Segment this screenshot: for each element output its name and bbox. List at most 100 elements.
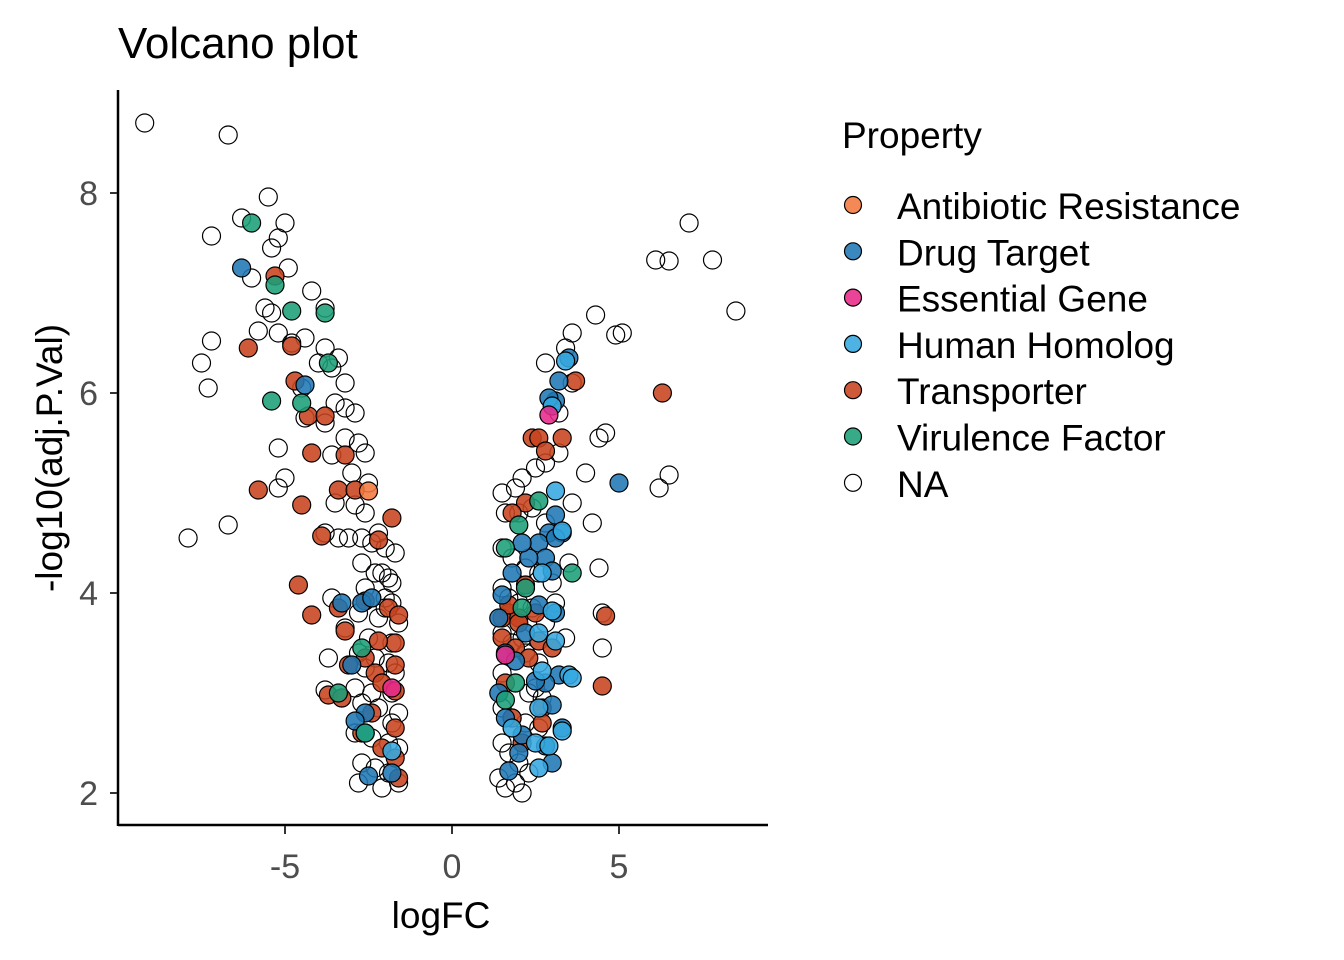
point-human-homolog-11 [529, 698, 549, 718]
legend-key-virulence-factor [843, 427, 863, 446]
point-transporter-41 [565, 371, 586, 391]
point-na-99 [525, 458, 546, 478]
point-human-homolog-4 [532, 563, 552, 583]
point-virulence-factor-15 [505, 673, 526, 693]
point-na-7 [262, 238, 282, 258]
point-drug-target-5 [342, 655, 362, 675]
point-na-22 [198, 378, 218, 398]
point-na-45 [338, 528, 359, 548]
point-na-151 [512, 783, 532, 803]
point-transporter-19 [389, 605, 409, 625]
point-na-40 [268, 478, 288, 498]
point-drug-target-8 [358, 766, 379, 786]
point-virulence-factor-4 [318, 353, 338, 373]
point-human-homolog-10 [532, 661, 552, 681]
point-human-homolog-9 [562, 668, 582, 688]
point-na-21 [191, 353, 212, 373]
y-axis-title: -log10(adj.P.Val) [29, 324, 70, 592]
point-human-homolog-1 [555, 351, 576, 371]
point-human-homolog-12 [502, 718, 522, 738]
point-transporter-60 [595, 606, 616, 626]
x-tick-label-2: 5 [610, 848, 629, 886]
y-tick-label-1: 4 [79, 575, 98, 613]
legend-key-transporter [843, 381, 863, 400]
point-virulence-factor-9 [355, 723, 375, 743]
point-transporter-12 [382, 508, 402, 528]
point-human-homolog-2 [545, 481, 566, 501]
point-drug-target-23 [502, 563, 522, 583]
point-transporter-11 [292, 495, 312, 515]
point-na-39 [275, 468, 295, 488]
point-na-125 [582, 513, 602, 533]
point-na-29 [345, 403, 365, 423]
point-na-110 [535, 353, 556, 373]
point-na-9 [242, 268, 262, 288]
legend-label-na: NA [897, 464, 949, 505]
point-na-12 [302, 281, 322, 301]
point-transporter-61 [592, 676, 612, 696]
point-na-156 [646, 250, 666, 270]
legend-key-na [843, 473, 863, 492]
point-na-16 [268, 323, 288, 343]
chart-title: Volcano plot [118, 19, 358, 68]
legend-label-human-homolog: Human Homolog [897, 325, 1175, 366]
point-human-homolog-14 [552, 721, 572, 741]
point-drug-target-14 [609, 473, 629, 493]
point-virulence-factor-8 [328, 683, 348, 703]
point-virulence-factor-13 [562, 563, 582, 583]
point-virulence-factor-2 [282, 301, 302, 321]
point-transporter-62 [652, 383, 673, 403]
point-na-115 [612, 323, 632, 343]
point-virulence-factor-16 [495, 690, 515, 710]
point-human-homolog-16 [529, 758, 549, 778]
point-human-homolog-18 [382, 741, 402, 761]
legend-title: Property [842, 115, 982, 156]
point-drug-target-38 [509, 743, 529, 763]
point-transporter-17 [302, 605, 322, 625]
point-na-54 [372, 563, 392, 583]
point-na-106 [562, 493, 582, 513]
point-antibiotic-resistance-0 [358, 481, 379, 501]
point-na-152 [592, 638, 612, 658]
point-na-149 [495, 778, 515, 798]
point-na-113 [585, 305, 606, 325]
point-transporter-13 [312, 526, 332, 546]
point-na-107 [589, 428, 609, 448]
point-na-93 [382, 573, 402, 593]
point-na-50 [178, 528, 198, 548]
point-na-46 [352, 528, 372, 548]
point-virulence-factor-17 [515, 578, 536, 598]
point-transporter-32 [385, 718, 405, 738]
point-transporter-40 [552, 428, 572, 448]
point-virulence-factor-12 [529, 491, 549, 511]
point-na-124 [589, 558, 609, 578]
point-na-97 [505, 478, 526, 498]
point-transporter-7 [335, 445, 355, 465]
point-drug-target-27 [489, 608, 509, 628]
point-essential-gene-2 [382, 678, 402, 698]
x-tick-label-0: -5 [270, 848, 300, 886]
point-virulence-factor-11 [509, 515, 529, 535]
point-transporter-8 [248, 480, 268, 500]
point-virulence-factor-0 [242, 213, 262, 233]
point-na-11 [262, 303, 282, 323]
point-drug-target-2 [332, 593, 352, 613]
point-na-10 [255, 298, 275, 318]
point-transporter-22 [385, 633, 405, 653]
point-na-27 [325, 393, 345, 413]
ticks-layer: -5 0 5 2 4 6 8 [79, 175, 628, 886]
y-tick-label-2: 6 [79, 375, 98, 413]
x-tick-label-1: 0 [443, 848, 462, 886]
legend: Property Antibiotic Resistance Drug Targe… [842, 115, 1240, 505]
points-layer [135, 113, 746, 803]
legend-label-essential-gene: Essential Gene [897, 279, 1148, 320]
y-tick-label-0: 2 [79, 775, 98, 813]
point-transporter-21 [335, 621, 355, 641]
point-na-14 [201, 331, 222, 351]
point-drug-target-25 [492, 585, 512, 605]
point-na-49 [385, 543, 405, 563]
point-na-1 [218, 125, 238, 145]
point-virulence-factor-14 [512, 598, 532, 618]
point-transporter-14 [368, 530, 389, 550]
